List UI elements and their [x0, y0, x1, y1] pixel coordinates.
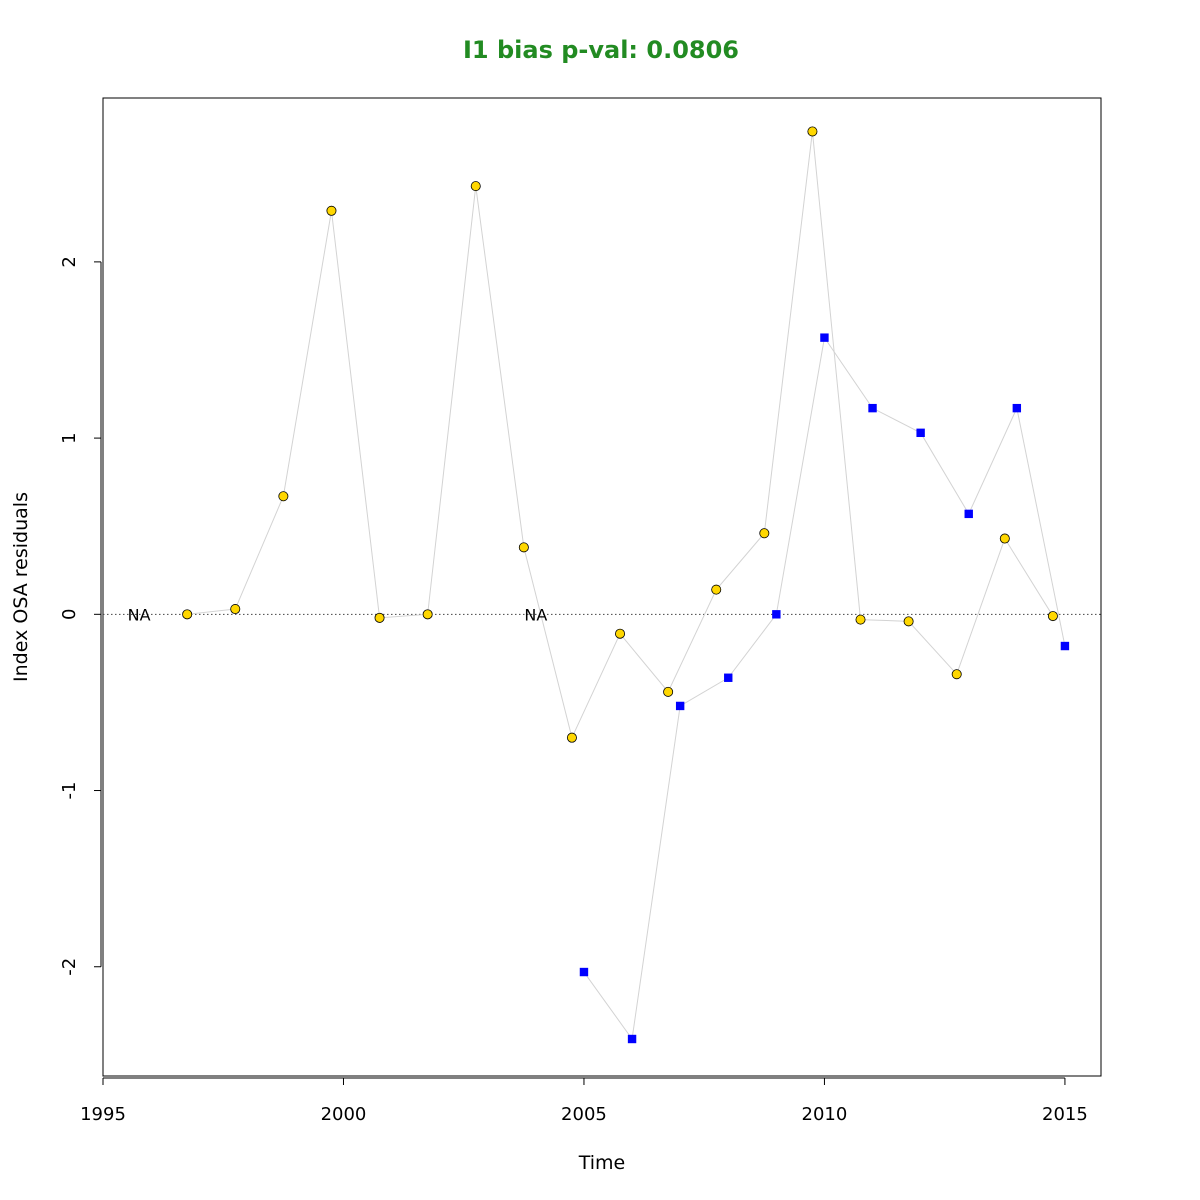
- y-axis-label: Index OSA residuals: [10, 492, 32, 682]
- x-axis-label: Time: [578, 1152, 626, 1174]
- series-2-point: [964, 509, 973, 519]
- series-2-point: [724, 673, 733, 682]
- na-label: NA: [524, 605, 547, 624]
- y-tick-label: 1: [59, 432, 80, 443]
- x-tick-label: 2005: [561, 1104, 607, 1125]
- series-2-point: [627, 1034, 637, 1044]
- series-2-point: [868, 403, 877, 413]
- series-1-point: [663, 686, 674, 697]
- plot-frame: [102, 97, 1102, 1077]
- y-tick-label: 2: [59, 256, 80, 267]
- series-1-point: [374, 612, 385, 623]
- series-2-point: [1012, 403, 1022, 413]
- series-points: [182, 126, 1070, 1044]
- y-tick-label: 0: [59, 609, 80, 620]
- series-1-point: [711, 584, 722, 595]
- series-1-point: [903, 616, 914, 627]
- series-2-point: [772, 610, 781, 619]
- series-1-point: [1047, 611, 1058, 622]
- series-2-line: [583, 336, 1066, 1041]
- series-1-point: [518, 542, 529, 553]
- x-tick-label: 2000: [321, 1104, 367, 1125]
- series-2-point: [916, 428, 925, 438]
- series-1-point: [759, 528, 770, 539]
- series-2-point: [820, 333, 829, 342]
- x-tick-label: 2015: [1042, 1104, 1088, 1125]
- series-1-point: [855, 614, 866, 625]
- series-1-point: [182, 609, 193, 620]
- series-1-point: [326, 205, 337, 216]
- x-tick-label: 1995: [80, 1104, 126, 1125]
- series-2-point: [675, 701, 685, 711]
- series-1-point: [951, 669, 962, 680]
- na-label: NA: [128, 605, 151, 624]
- series-2-point: [1060, 641, 1070, 651]
- series-1-point: [470, 181, 481, 192]
- series-2-point: [579, 967, 589, 977]
- series-lines: [187, 131, 1066, 1041]
- na-markers: NA NA: [128, 605, 548, 624]
- y-tick-label: -2: [59, 958, 80, 976]
- x-axis: 1995 2000 2005 2010 2015: [80, 1077, 1088, 1125]
- series-1-point: [230, 604, 241, 615]
- y-tick-label: -1: [59, 782, 80, 800]
- series-1-point: [566, 732, 577, 743]
- x-tick-label: 2010: [802, 1104, 848, 1125]
- series-1-point: [615, 628, 626, 639]
- series-1-point: [807, 126, 818, 137]
- series-1-point: [422, 609, 433, 620]
- series-1-point: [278, 491, 289, 502]
- series-1-point: [999, 533, 1010, 544]
- y-axis: -2 -1 0 1 2: [59, 256, 102, 976]
- chart-title: I1 bias p-val: 0.0806: [463, 36, 739, 64]
